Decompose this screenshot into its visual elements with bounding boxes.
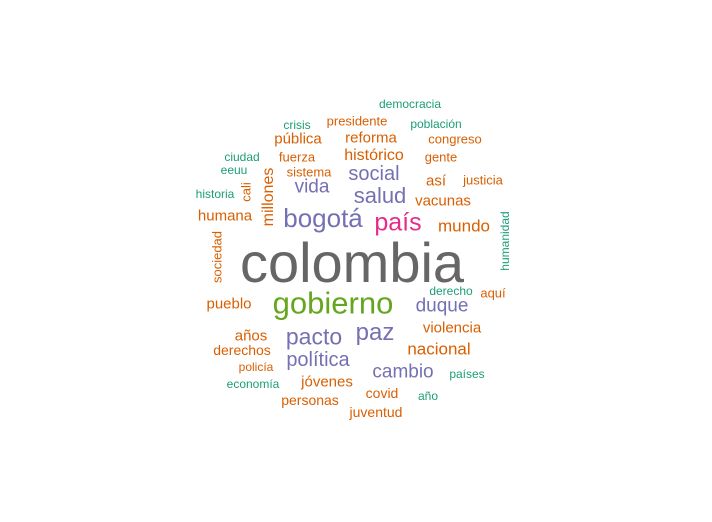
word-covid: covid [365, 385, 399, 401]
word-personas: personas [281, 392, 339, 408]
word-historico: histórico [344, 147, 404, 164]
word-derecho: derecho [429, 284, 473, 298]
word-paises: países [449, 367, 485, 381]
word-mundo: mundo [438, 216, 490, 236]
word-paz: paz [355, 319, 395, 346]
word-policia: policía [238, 360, 274, 374]
word-pacto: pacto [285, 323, 343, 350]
word-vida: vida [294, 176, 330, 198]
word-humanidad: humanidad [498, 211, 512, 271]
word-derechos: derechos [213, 342, 271, 358]
word-violencia: violencia [422, 319, 482, 337]
word-anos: años [234, 327, 268, 345]
word-crisis: crisis [283, 118, 311, 132]
word-poblacion: población [410, 117, 462, 131]
word-gente: gente [424, 149, 458, 165]
word-publica: pública [274, 130, 322, 148]
word-gobierno: gobierno [272, 285, 394, 321]
word-reforma: reforma [345, 129, 397, 147]
word-historia: historia [195, 187, 235, 201]
word-aqui: aquí [480, 285, 506, 301]
word-jovenes: jóvenes [301, 373, 353, 391]
word-democracia: democracia [378, 97, 442, 111]
word-economia: economía [226, 377, 280, 391]
word-nacional: nacional [407, 339, 471, 359]
word-pais: país [374, 208, 422, 237]
word-sistema: sistema [286, 164, 332, 180]
word-sociedad: sociedad [209, 230, 225, 284]
word-cambio: cambio [372, 361, 434, 383]
word-presidente: presidente [326, 113, 388, 129]
word-asi: así [425, 172, 447, 190]
word-ano: año [417, 389, 439, 403]
word-colombia: colombia [239, 231, 465, 294]
word-bogota: bogotá [283, 203, 363, 233]
word-congreso: congreso [428, 131, 482, 147]
word-social: social [348, 163, 400, 185]
word-politica: política [286, 349, 350, 371]
word-eeuu: eeuu [220, 163, 248, 177]
word-ciudad: ciudad [224, 150, 260, 164]
word-duque: duque [415, 295, 469, 317]
word-salud: salud [353, 183, 407, 208]
word-cali: cali [238, 182, 254, 202]
word-humana: humana [197, 207, 253, 225]
word-vacunas: vacunas [415, 192, 471, 210]
word-justicia: justicia [463, 172, 503, 188]
word-millones: millones [260, 167, 277, 227]
word-juventud: juventud [349, 404, 403, 420]
word-pueblo: pueblo [206, 295, 252, 313]
word-fuerza: fuerza [278, 149, 316, 165]
